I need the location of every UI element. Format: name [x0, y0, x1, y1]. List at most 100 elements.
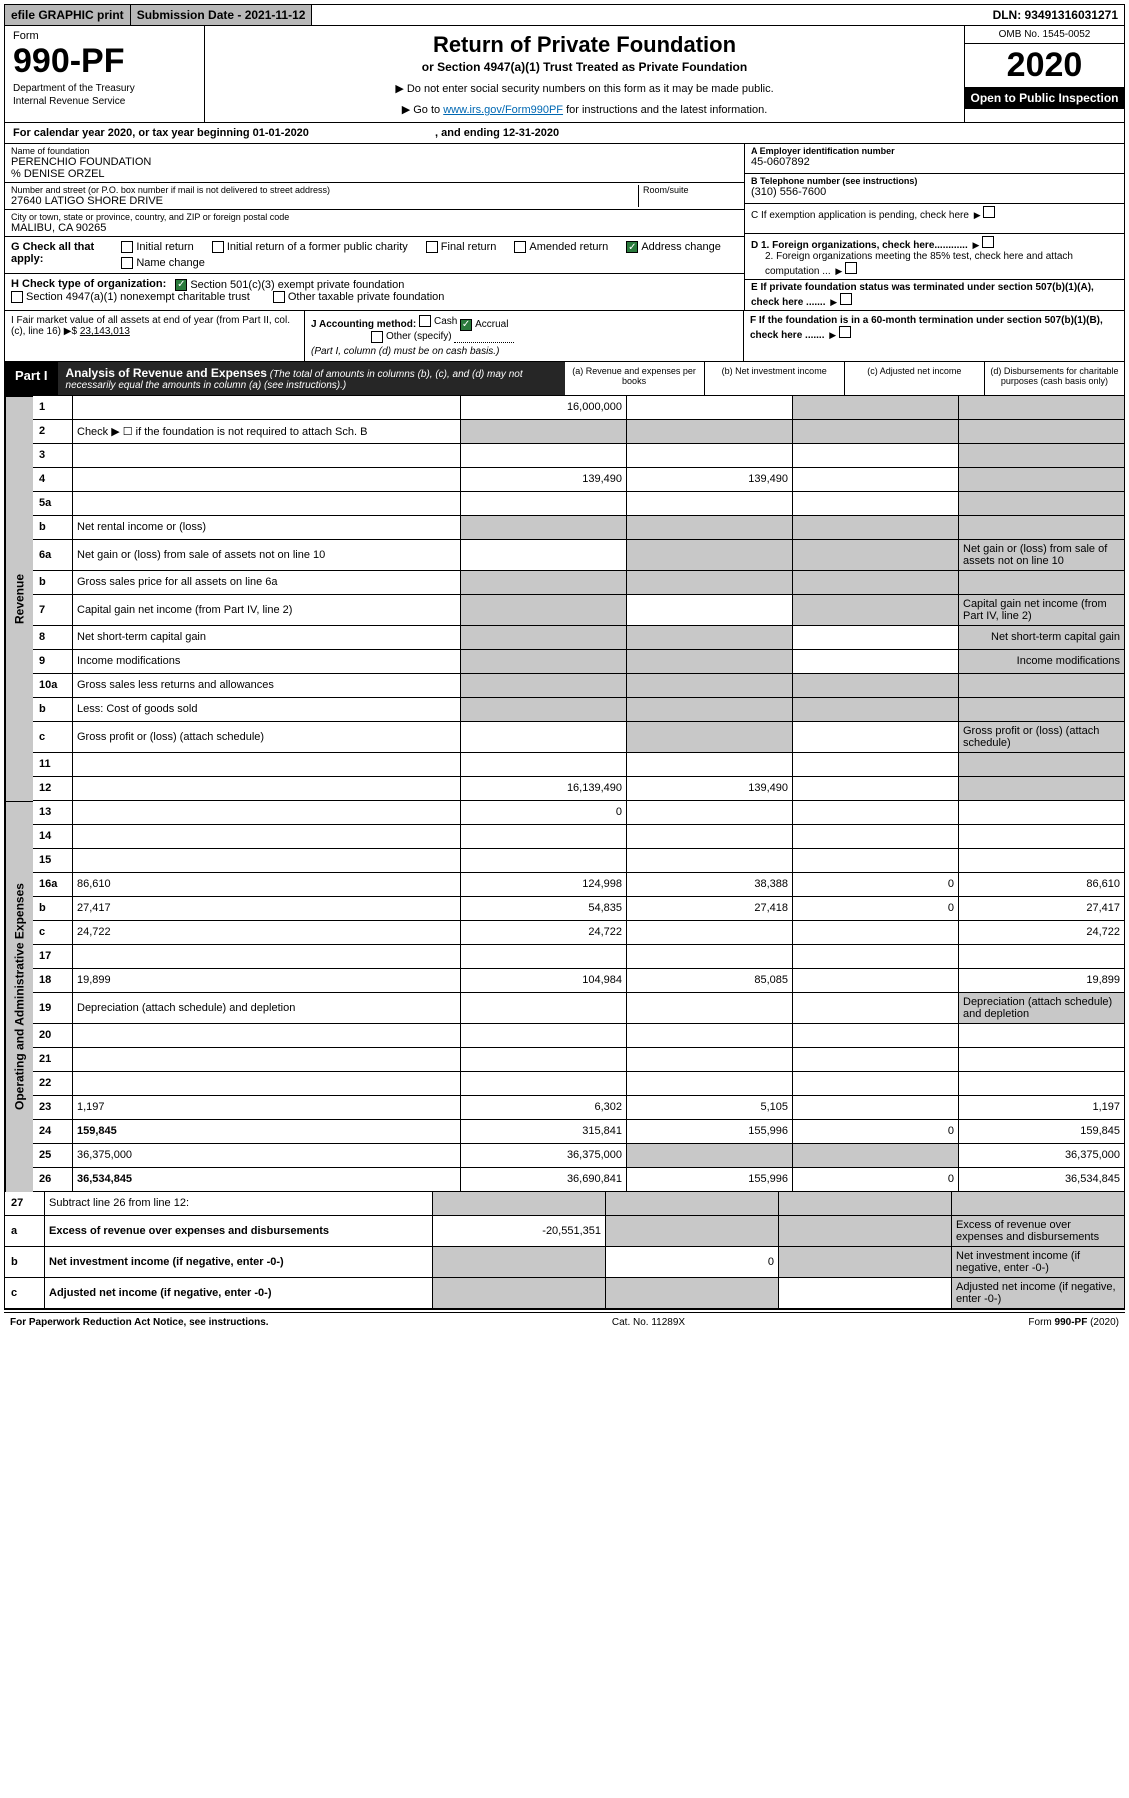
cell-c	[793, 468, 959, 492]
line-description: Gross sales less returns and allowances	[73, 674, 461, 698]
cell-a	[461, 1024, 627, 1048]
care-of: % DENISE ORZEL	[11, 168, 738, 180]
part1-label: Part I	[5, 362, 58, 395]
cell-d	[959, 945, 1124, 969]
chk-accrual[interactable]: Accrual	[460, 319, 508, 331]
cell-d: 24,722	[959, 921, 1124, 945]
chk-name[interactable]: Name change	[121, 257, 205, 269]
table-row: 14	[33, 825, 1124, 849]
table-row: 10aGross sales less returns and allowanc…	[33, 674, 1124, 698]
chk-cash[interactable]: Cash	[419, 315, 457, 327]
name-label: Name of foundation	[11, 146, 738, 156]
chk-501c3[interactable]: Section 501(c)(3) exempt private foundat…	[175, 279, 404, 291]
cell-c	[793, 801, 959, 825]
chk-final[interactable]: Final return	[426, 241, 497, 253]
table-row: 116,000,000	[33, 396, 1124, 420]
line-number: 14	[33, 825, 73, 849]
form-subtitle: or Section 4947(a)(1) Trust Treated as P…	[217, 60, 952, 74]
instructions-link[interactable]: www.irs.gov/Form990PF	[443, 104, 563, 116]
cell-a	[461, 722, 627, 753]
line-description	[73, 945, 461, 969]
cell-b	[627, 626, 793, 650]
chk-d1[interactable]	[982, 236, 994, 248]
cell-d: 159,845	[959, 1120, 1124, 1144]
cell-b	[627, 1024, 793, 1048]
line-description: Net investment income (if negative, ente…	[45, 1247, 433, 1278]
cell-c	[793, 650, 959, 674]
line-description	[73, 849, 461, 873]
line-description: Net short-term capital gain	[73, 626, 461, 650]
cell-a: 139,490	[461, 468, 627, 492]
cell-d: 36,534,845	[959, 1168, 1124, 1192]
chk-initial[interactable]: Initial return	[121, 241, 193, 253]
calendar-year-row: For calendar year 2020, or tax year begi…	[4, 123, 1125, 144]
chk-amended[interactable]: Amended return	[514, 241, 608, 253]
line-number: 10a	[33, 674, 73, 698]
line-description: 159,845	[73, 1120, 461, 1144]
line-description: 36,375,000	[73, 1144, 461, 1168]
f-text: F If the foundation is in a 60-month ter…	[750, 315, 1103, 341]
cell	[793, 698, 959, 722]
arrow-icon	[828, 297, 837, 308]
cell-b: 0	[606, 1247, 779, 1278]
cell	[461, 674, 627, 698]
line-description	[73, 444, 461, 468]
form-title-block: Return of Private Foundation or Section …	[205, 26, 964, 122]
cell-a: 16,139,490	[461, 777, 627, 801]
line-number: 13	[33, 801, 73, 825]
chk-e[interactable]	[840, 293, 852, 305]
cell	[959, 420, 1124, 444]
cell-c	[793, 396, 959, 420]
chk-other[interactable]: Other (specify)	[371, 331, 452, 343]
cell-c	[793, 969, 959, 993]
cell-b	[606, 1216, 779, 1247]
cell-c	[793, 921, 959, 945]
chk-initial-former[interactable]: Initial return of a former public charit…	[212, 241, 408, 253]
cell-d: Excess of revenue over expenses and disb…	[952, 1216, 1124, 1247]
cell	[627, 674, 793, 698]
id-right: A Employer identification number 45-0607…	[744, 144, 1124, 310]
chk-address[interactable]: Address change	[626, 241, 721, 253]
chk-c[interactable]	[983, 206, 995, 218]
part1-title: Analysis of Revenue and Expenses	[66, 366, 267, 380]
i-label: I Fair market value of all assets at end…	[11, 315, 290, 337]
cell	[952, 1192, 1124, 1216]
j-cell: J Accounting method: Cash Accrual Other …	[305, 311, 744, 361]
cell-c: 0	[793, 1120, 959, 1144]
cell	[959, 516, 1124, 540]
table-row: 4139,490139,490	[33, 468, 1124, 492]
table-row: 5a	[33, 492, 1124, 516]
line-number: 2	[33, 420, 73, 444]
line-description: Check ▶ ☐ if the foundation is not requi…	[73, 420, 461, 444]
part1-col-headers: (a) Revenue and expenses per books (b) N…	[565, 362, 1125, 395]
chk-4947[interactable]: Section 4947(a)(1) nonexempt charitable …	[11, 291, 250, 303]
e-cell: E If private foundation status was termi…	[745, 280, 1124, 310]
cell	[959, 698, 1124, 722]
table-row: 2636,534,84536,690,841155,996036,534,845	[33, 1168, 1124, 1192]
line-number: b	[5, 1247, 45, 1278]
chk-other-taxable[interactable]: Other taxable private foundation	[273, 291, 445, 303]
cell-b: 155,996	[627, 1168, 793, 1192]
chk-f[interactable]	[839, 326, 851, 338]
cell-c: 0	[793, 873, 959, 897]
form-year-block: OMB No. 1545-0052 2020 Open to Public In…	[964, 26, 1124, 122]
chk-d2[interactable]	[845, 262, 857, 274]
cell-d	[959, 777, 1124, 801]
table-row: 16a86,610124,99838,388086,610	[33, 873, 1124, 897]
cell-a	[433, 1278, 606, 1309]
cell	[959, 674, 1124, 698]
cell-b	[627, 595, 793, 626]
line-description	[73, 753, 461, 777]
cell-a	[461, 444, 627, 468]
table-row: 1819,899104,98485,08519,899	[33, 969, 1124, 993]
cell-a	[461, 1048, 627, 1072]
table-row: 2Check ▶ ☐ if the foundation is not requ…	[33, 420, 1124, 444]
line-number: c	[33, 921, 73, 945]
form-number-block: Form 990-PF Department of the Treasury I…	[5, 26, 205, 122]
line-number: b	[33, 516, 73, 540]
cell	[793, 674, 959, 698]
table-row: 6aNet gain or (loss) from sale of assets…	[33, 540, 1124, 571]
g-options: Initial return Initial return of a forme…	[121, 241, 738, 269]
cell-c	[793, 595, 959, 626]
cell-b	[627, 801, 793, 825]
